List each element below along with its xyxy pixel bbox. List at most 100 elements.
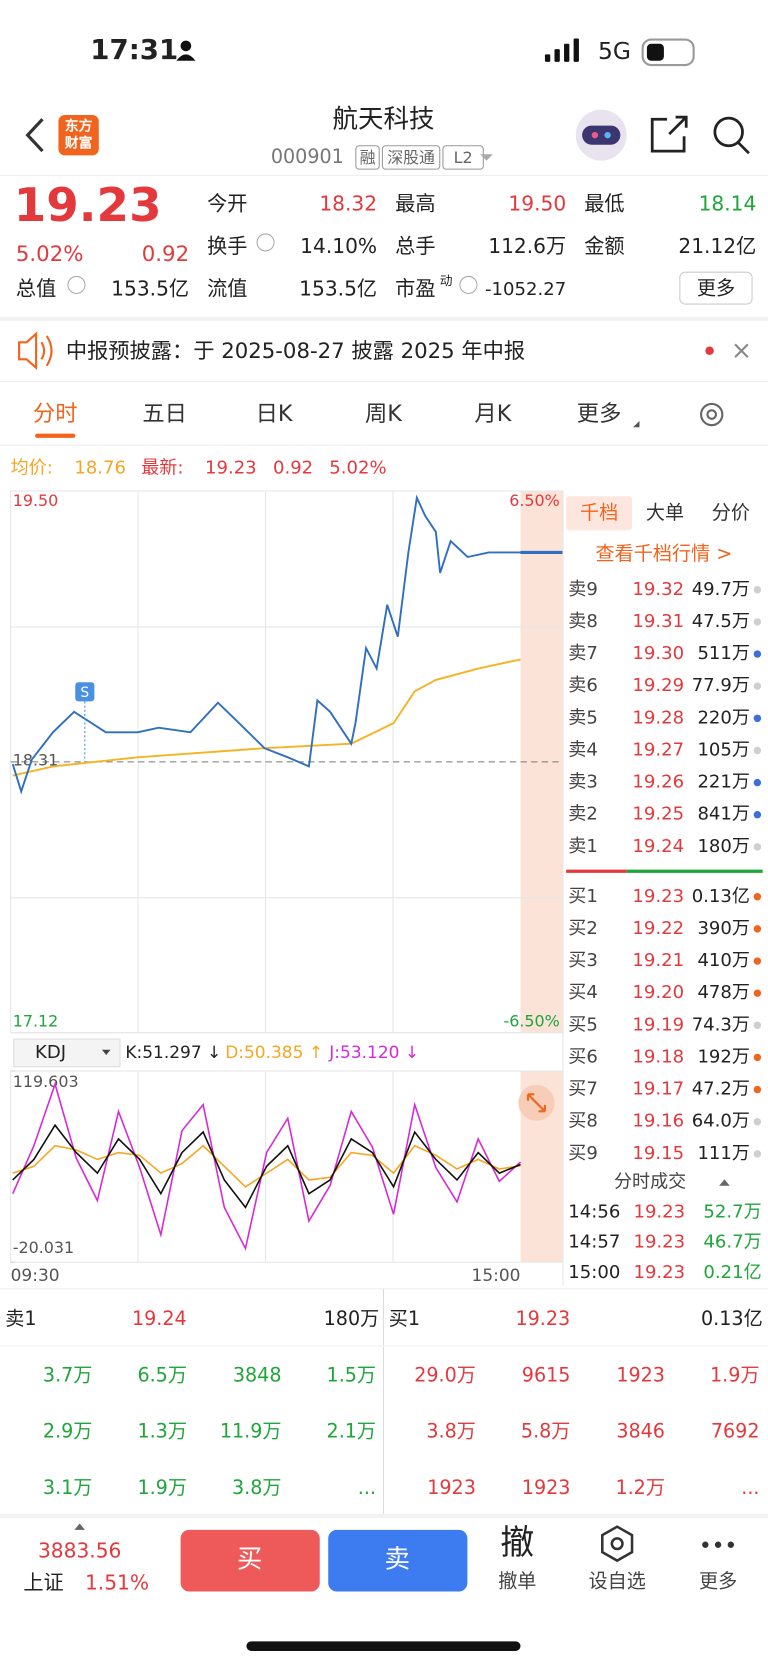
book-tab[interactable]: 千档 (580, 501, 618, 524)
stats: 今开 18.32 最高 19.50 最低 18.14 换手 14.10% 总手 112.6万 金额 2… (207, 192, 756, 301)
level-price: 19.28 (632, 707, 684, 728)
settings-button[interactable] (700, 402, 724, 427)
ref-label: 18.31 (13, 750, 59, 769)
level-label: 买1 (568, 886, 598, 907)
more-button[interactable] (679, 271, 753, 305)
expand-icon[interactable] (74, 1523, 85, 1530)
level-volume: 77.9万 (692, 675, 750, 696)
back-button[interactable] (25, 118, 44, 153)
level-price: 19.22 (632, 918, 684, 939)
level-dot (753, 778, 762, 787)
dropdown-icon[interactable] (480, 154, 493, 161)
trade-volume: 0.21亿 (703, 1262, 761, 1283)
y-tick-label: 19.50 (13, 491, 59, 510)
level-price: 19.16 (632, 1111, 684, 1132)
big-volume: 180万 (324, 1307, 380, 1330)
user-icon-body (176, 54, 196, 61)
big-cell: 5.8万 (521, 1420, 571, 1443)
book-tab[interactable]: 大单 (646, 501, 684, 524)
close-button[interactable] (734, 343, 749, 358)
kdj-max: 119.603 (13, 1072, 79, 1091)
tab[interactable]: 月K (474, 401, 512, 427)
indicator-name: KDJ (35, 1042, 66, 1063)
tab[interactable]: 分时 (33, 401, 78, 427)
change: 0.92 (142, 242, 189, 267)
book-tab[interactable]: 分价 (712, 501, 750, 524)
watch-icon[interactable] (601, 1525, 634, 1563)
level-volume: 111万 (697, 1143, 750, 1164)
big-orders: 卖1 19.24 180万 3.7万 6.5万 3848 1.5万 2.9万 1.3万 11.9万… (5, 1307, 762, 1499)
watch-icon-core (610, 1537, 624, 1551)
level-volume: 221万 (697, 772, 750, 793)
level-price: 19.27 (632, 739, 684, 760)
kdj-min: -20.031 (13, 1238, 74, 1257)
stat-label: 最低 (584, 192, 624, 216)
expand-icon (526, 1093, 546, 1113)
level-price: 19.19 (632, 1014, 684, 1035)
stat-label: 总手 (395, 234, 435, 258)
level-volume: 220万 (697, 707, 750, 728)
level-price: 19.25 (632, 804, 684, 825)
level-label: 买6 (568, 1046, 598, 1067)
big-cell: 1.2万 (615, 1476, 665, 1499)
level-label: 卖2 (568, 804, 598, 825)
d-label: D:50.385 ↑ (225, 1043, 323, 1063)
indicator-selector[interactable] (13, 1038, 121, 1068)
big-cell: 1923 (427, 1476, 476, 1499)
search-handle (737, 141, 750, 155)
level-price: 19.17 (632, 1079, 684, 1100)
trade-volume: 46.7万 (703, 1232, 761, 1253)
pct-label: 6.50% (509, 491, 560, 510)
book-link[interactable]: 查看千档行情 > (596, 542, 733, 565)
trade-price: 19.23 (633, 1201, 685, 1222)
level-dot (753, 925, 762, 933)
avatar-face (582, 125, 621, 145)
x-tick-label: 15:00 (472, 1266, 521, 1286)
dropdown-icon (633, 420, 640, 428)
tab[interactable]: 日K (256, 401, 294, 427)
more-icon[interactable] (702, 1541, 735, 1548)
level-dot (753, 1021, 762, 1030)
search-button[interactable] (713, 116, 744, 148)
unread-dot (705, 346, 714, 356)
collapse-icon (719, 1179, 730, 1186)
trade-price: 19.23 (633, 1232, 685, 1253)
k-label: K:51.297 ↓ (125, 1043, 221, 1063)
kdj-line (12, 1144, 521, 1188)
level-volume: 180万 (697, 836, 750, 857)
change-pct: 5.02% (16, 242, 83, 267)
level-dot (753, 746, 762, 755)
marker-label: S (80, 685, 89, 701)
buy-button[interactable] (180, 1529, 320, 1592)
info-icon[interactable] (256, 233, 275, 252)
sell-button[interactable] (328, 1529, 468, 1592)
big-cell: 1.9万 (710, 1363, 760, 1386)
big-cell: 3.7万 (43, 1363, 92, 1386)
stat-label-sup: 动 (440, 274, 453, 289)
index-value[interactable]: 3883.56 (38, 1539, 121, 1563)
tab[interactable]: 更多 (577, 401, 622, 427)
level-dot (753, 618, 762, 626)
watch-label: 设自选 (588, 1569, 645, 1592)
info-icon[interactable] (67, 275, 86, 294)
info-icon[interactable] (459, 275, 478, 294)
cancel-icon[interactable]: 撤 (500, 1523, 534, 1563)
big-volume: 0.13亿 (701, 1307, 763, 1330)
trades-title[interactable]: 分时成交 (614, 1172, 686, 1193)
latest-change: 0.92 (273, 458, 313, 479)
battery-level (646, 43, 664, 61)
level-dot (753, 810, 762, 819)
more-button-label: 更多 (697, 277, 735, 300)
notice-text[interactable]: 中报预披露：于 2025-08-27 披露 2025 年中报 (66, 339, 525, 364)
tab[interactable]: 周K (365, 401, 403, 427)
marker-badge[interactable] (75, 682, 95, 702)
battery (641, 38, 695, 67)
level-price: 19.31 (632, 611, 684, 632)
share-button[interactable] (650, 115, 688, 153)
more-label: 更多 (699, 1569, 737, 1592)
kdj-frame (10, 1070, 564, 1263)
level-price: 19.29 (632, 675, 684, 696)
tab[interactable]: 五日 (142, 401, 187, 427)
level-volume: 47.5万 (692, 611, 750, 632)
